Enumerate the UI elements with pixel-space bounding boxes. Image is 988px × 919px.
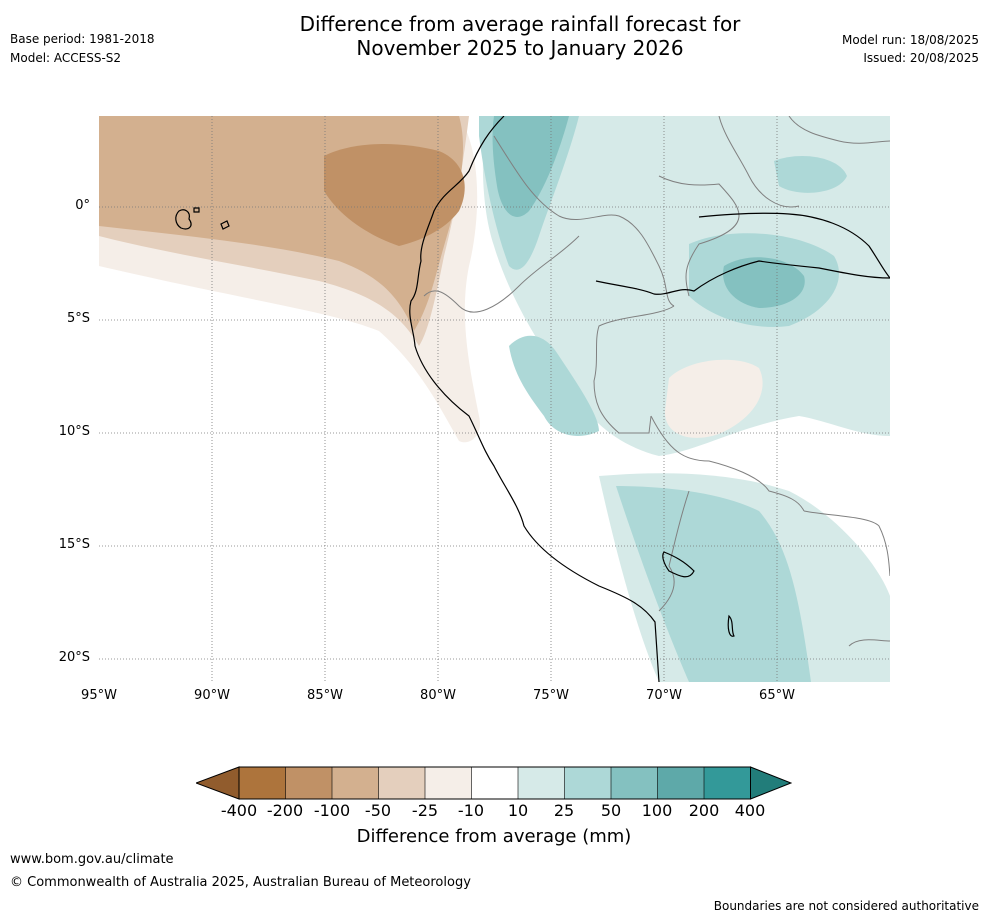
colorbar-segment	[611, 767, 658, 799]
colorbar-label: 10	[507, 801, 529, 820]
orinoco-coastline	[698, 212, 890, 279]
border-paraguay	[848, 639, 890, 647]
base-period: Base period: 1981-2018	[10, 32, 155, 46]
colorbar-label: 25	[553, 801, 575, 820]
colorbar-label: 50	[600, 801, 622, 820]
colorbar-label: -200	[266, 801, 304, 820]
model-run: Model run: 18/08/2025	[841, 33, 979, 47]
colorbar-label: 400	[734, 801, 766, 820]
colorbar-arrow-right	[750, 766, 792, 800]
wet-region-spot-ne	[774, 156, 847, 193]
colorbar-segment	[285, 767, 332, 799]
lon-label-65w: 65°W	[759, 688, 795, 703]
colorbar	[196, 766, 792, 800]
dry-region-brown	[324, 144, 465, 246]
galapagos-island-north	[193, 207, 200, 213]
issued-date: Issued: 20/08/2025	[863, 51, 979, 65]
lon-label-85w: 85°W	[307, 688, 343, 703]
border-colombia-ecuador	[493, 135, 675, 307]
coastlines	[175, 116, 890, 682]
amazon-river-outline	[595, 260, 890, 295]
border-bolivia-brazil	[650, 415, 805, 512]
border-venezuela-north	[718, 116, 800, 208]
wet-region-medium-coast	[509, 335, 599, 436]
title-line-2: November 2025 to January 2026	[356, 36, 684, 60]
wet-region-dark-east	[723, 257, 805, 308]
lat-label-0: 0°	[75, 198, 90, 213]
lake-titicaca	[662, 551, 695, 578]
lon-label-80w: 80°W	[420, 688, 456, 703]
lon-label-90w: 90°W	[194, 688, 230, 703]
colorbar-segment	[704, 767, 751, 799]
colorbar-label: -400	[220, 801, 258, 820]
colorbar-segment	[378, 767, 425, 799]
colorbar-label: -10	[457, 801, 485, 820]
galapagos-island-east	[220, 220, 230, 230]
dry-spot-inland	[664, 359, 763, 438]
lon-label-95w: 95°W	[81, 688, 117, 703]
colorbar-label: -50	[364, 801, 392, 820]
lon-label-75w: 75°W	[533, 688, 569, 703]
colorbar-label: 100	[641, 801, 673, 820]
colorbar-segment	[518, 767, 565, 799]
copyright: © Commonwealth of Australia 2025, Austra…	[10, 875, 471, 890]
rainfall-map[interactable]	[99, 116, 890, 682]
colorbar-segment	[471, 767, 518, 799]
colorbar-dividers	[238, 767, 751, 799]
lat-label-20s: 20°S	[58, 650, 90, 665]
colorbar-segment	[239, 767, 286, 799]
disclaimer: Boundaries are not considered authoritat…	[713, 899, 979, 913]
website-link[interactable]: www.bom.gov.au/climate	[10, 852, 174, 867]
border-peru-bolivia	[658, 490, 690, 612]
colorbar-label: -25	[411, 801, 439, 820]
country-borders	[423, 116, 890, 647]
colorbar-title: Difference from average (mm)	[356, 826, 632, 847]
colorbar-label: -100	[313, 801, 351, 820]
colorbar-segment	[425, 767, 472, 799]
colorbar-arrow-left	[196, 766, 240, 800]
border-colombia-venezuela	[658, 175, 740, 297]
graticule	[99, 116, 890, 682]
border-venezuela-guyana	[788, 116, 890, 144]
wet-region-dark-north	[492, 116, 569, 217]
lat-label-15s: 15°S	[58, 537, 90, 552]
lat-label-10s: 10°S	[58, 424, 90, 439]
lat-label-5s: 5°S	[66, 311, 90, 326]
map-canvas	[99, 116, 890, 682]
model-name: Model: ACCESS-S2	[10, 51, 122, 65]
colorbar-segment	[657, 767, 704, 799]
lon-label-70w: 70°W	[646, 688, 682, 703]
chart-title: Difference from average rainfall forecas…	[200, 12, 840, 60]
border-bolivia-east	[803, 510, 890, 577]
wet-region-medium-south	[616, 486, 811, 682]
colorbar-label: 200	[688, 801, 720, 820]
border-peru-brazil	[593, 305, 675, 434]
galapagos-island-main	[175, 209, 192, 230]
lake-poopo	[727, 614, 735, 637]
title-line-1: Difference from average rainfall forecas…	[299, 12, 741, 36]
pacific-coastline	[409, 116, 660, 682]
border-ecuador-peru	[423, 235, 580, 313]
colorbar-segment	[564, 767, 611, 799]
colorbar-segment	[332, 767, 379, 799]
